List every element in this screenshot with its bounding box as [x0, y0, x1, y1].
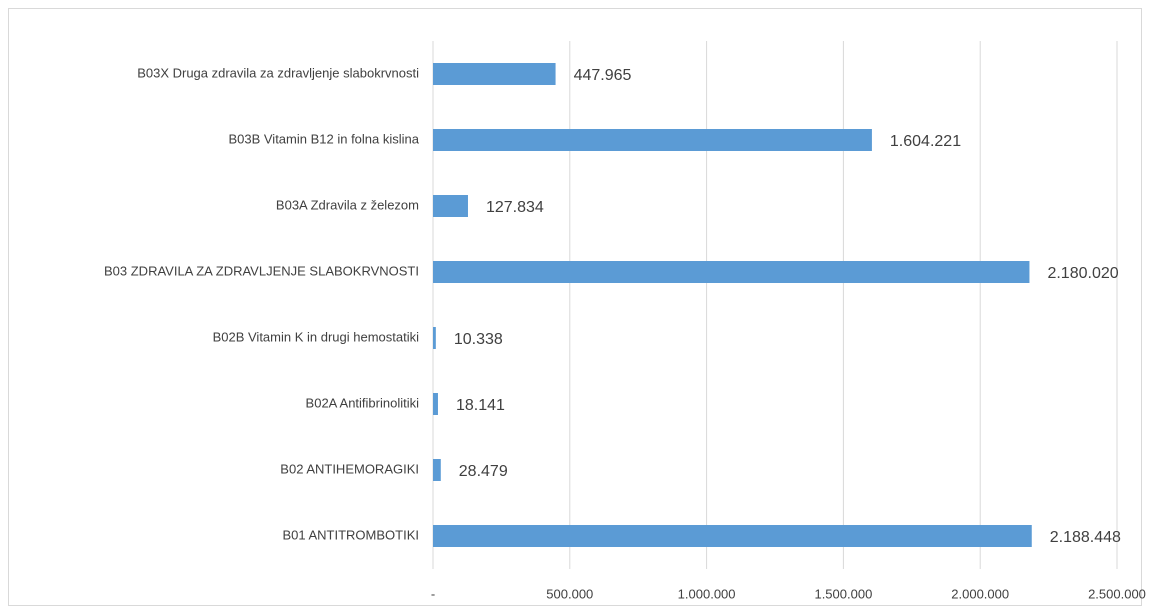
- value-label: 28.479: [459, 463, 508, 480]
- y-tick-label: B03X Druga zdravila za zdravljenje slabo…: [137, 65, 419, 80]
- bar: [433, 393, 438, 415]
- value-label: 447.965: [574, 67, 632, 84]
- value-label: 2.180.020: [1047, 265, 1118, 282]
- bar: [433, 459, 441, 481]
- value-label: 10.338: [454, 331, 503, 348]
- y-tick-label: B03A Zdravila z železom: [276, 197, 419, 212]
- y-tick-label: B01 ANTITROMBOTIKI: [282, 527, 419, 542]
- y-tick-label: B02B Vitamin K in drugi hemostatiki: [213, 329, 420, 344]
- y-tick-label: B03B Vitamin B12 in folna kislina: [228, 131, 419, 146]
- chart-border: [8, 8, 1142, 606]
- bar: [433, 63, 556, 85]
- x-tick-label: -: [431, 586, 435, 601]
- value-label: 1.604.221: [890, 133, 961, 150]
- value-label: 127.834: [486, 199, 544, 216]
- bar: [433, 261, 1030, 283]
- x-tick-label: 1.500.000: [814, 586, 872, 601]
- bar: [433, 129, 872, 151]
- x-tick-label: 2.500.000: [1088, 586, 1146, 601]
- bar: [433, 327, 436, 349]
- bar: [433, 525, 1032, 547]
- x-tick-label: 500.000: [546, 586, 593, 601]
- value-label: 18.141: [456, 397, 505, 414]
- x-tick-label: 2.000.000: [951, 586, 1009, 601]
- x-tick-label: 1.000.000: [678, 586, 736, 601]
- value-label: 2.188.448: [1050, 529, 1121, 546]
- y-tick-label: B03 ZDRAVILA ZA ZDRAVLJENJE SLABOKRVNOST…: [104, 263, 419, 278]
- y-tick-label: B02 ANTIHEMORAGIKI: [280, 461, 419, 476]
- y-tick-label: B02A Antifibrinolitiki: [306, 395, 420, 410]
- bar: [433, 195, 468, 217]
